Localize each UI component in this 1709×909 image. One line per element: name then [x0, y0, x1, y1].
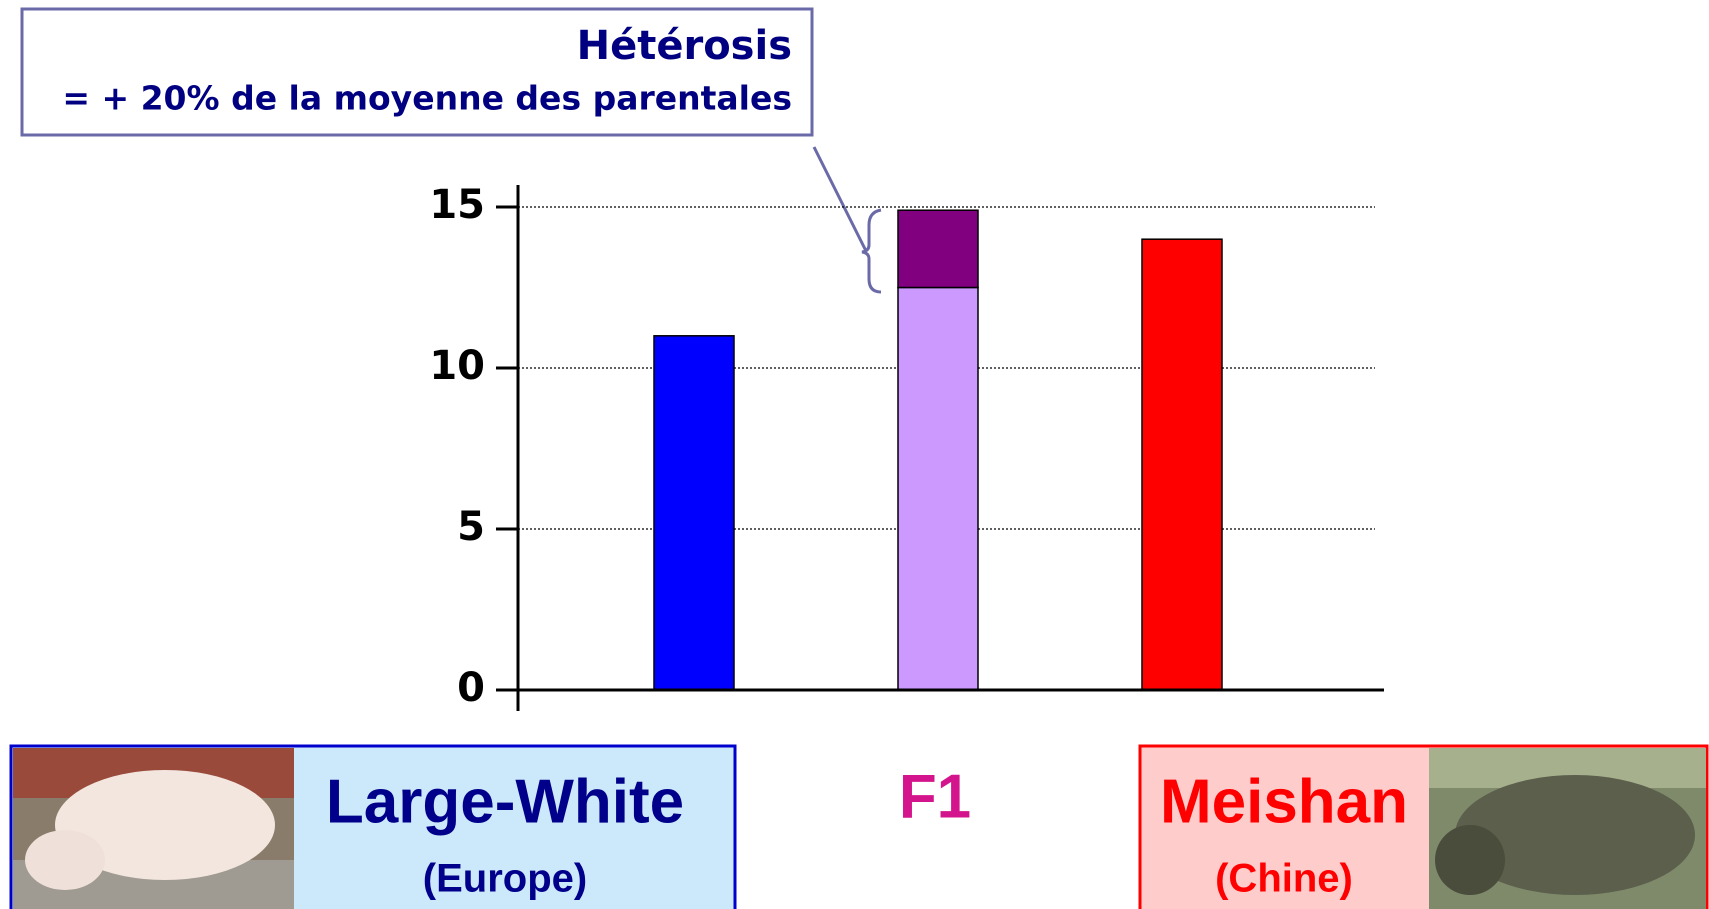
category-sublabel: (Chine)	[1215, 857, 1353, 901]
annotation-box	[20, 7, 814, 137]
y-tick-label: 0	[457, 665, 485, 711]
annotation-pointer	[812, 146, 868, 252]
y-tick-label: 15	[429, 182, 485, 228]
category-sublabel: (Europe)	[423, 857, 587, 901]
bar	[1141, 238, 1223, 691]
y-tick-label: 5	[457, 504, 485, 550]
annotation-title: Hétérosis	[577, 23, 792, 69]
bar	[897, 209, 979, 289]
brace	[861, 208, 882, 294]
annotation-text: = + 20% de la moyenne des parentales	[62, 79, 792, 118]
category-label: Meishan	[1160, 767, 1408, 836]
photo-large-white	[13, 748, 294, 909]
category-label: F1	[899, 762, 971, 831]
photo-meishan	[1429, 748, 1706, 909]
y-tick-label: 10	[429, 343, 485, 389]
category-label: Large-White	[326, 767, 684, 836]
bar	[653, 335, 735, 691]
bar	[897, 286, 979, 691]
